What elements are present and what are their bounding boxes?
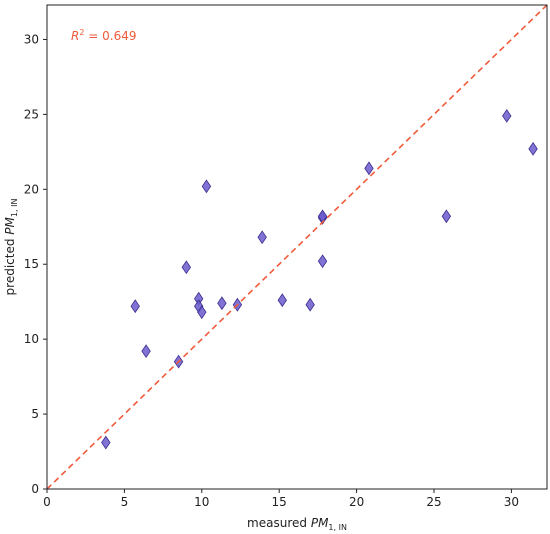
data-point [201, 179, 212, 194]
y-tick-label: 5 [31, 407, 39, 421]
data-point [130, 299, 140, 314]
x-tick-label: 5 [121, 495, 129, 509]
y-tick-label: 15 [24, 257, 39, 271]
x-tick-label: 30 [504, 495, 519, 509]
x-tick-label: 20 [349, 495, 364, 509]
data-point [141, 344, 151, 359]
data-point [197, 305, 207, 320]
data-point [441, 209, 452, 224]
x-tick-label: 15 [272, 495, 287, 509]
data-point [257, 230, 267, 245]
data-point [317, 209, 328, 224]
data-point [217, 296, 227, 311]
data-points [101, 108, 538, 450]
data-point [317, 254, 328, 269]
y-axis-label: predicted PM1, IN [3, 199, 19, 296]
plot-area [46, 4, 548, 490]
data-point [277, 293, 287, 308]
y-tick-label: 0 [31, 482, 39, 496]
x-tick-label: 10 [194, 495, 209, 509]
data-point [101, 435, 111, 450]
y-tick-label: 10 [24, 332, 39, 346]
y-tick-label: 25 [24, 107, 39, 121]
x-axis-label: measured PM1, IN [247, 516, 347, 532]
axis-ticks: 0 5 10 15 20 25 30 0 5 10 15 20 25 30 [24, 32, 519, 509]
x-tick-label: 0 [43, 495, 51, 509]
x-tick-label: 25 [426, 495, 441, 509]
data-point [305, 297, 315, 312]
data-point [502, 108, 512, 123]
data-point [181, 260, 192, 275]
reference-line [46, 4, 548, 490]
y-tick-label: 30 [24, 32, 39, 46]
r-squared-annotation: R2 = 0.649 [71, 28, 136, 43]
data-point [364, 161, 374, 176]
data-point [528, 141, 538, 156]
y-tick-label: 20 [24, 182, 39, 196]
